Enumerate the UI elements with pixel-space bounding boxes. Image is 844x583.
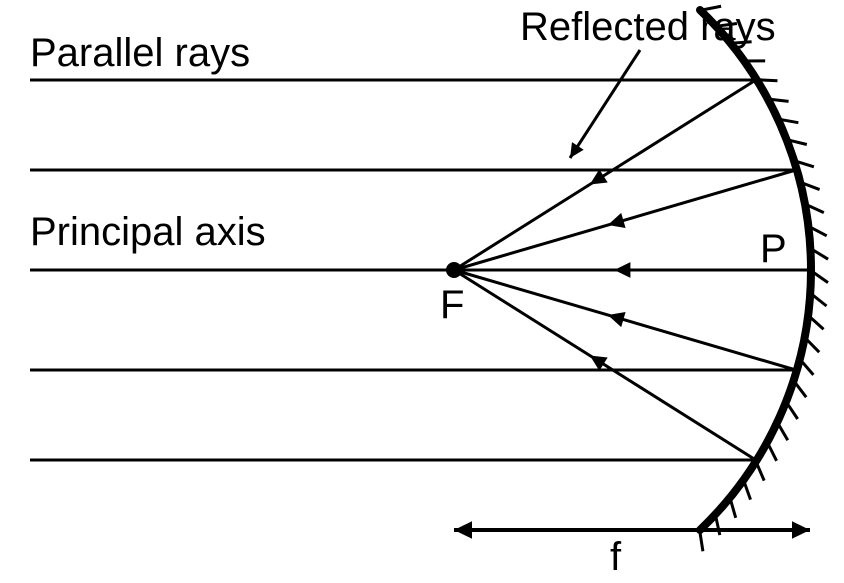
diagram-stroke: [454, 270, 756, 460]
diagram-stroke: [454, 270, 796, 370]
diagram-stroke: [570, 142, 584, 158]
label-principal-axis: Principal axis: [30, 210, 266, 254]
label-F: F: [440, 283, 464, 327]
diagram-stroke: [614, 262, 630, 278]
label-f: f: [610, 535, 622, 579]
label-P: P: [760, 227, 787, 271]
label-reflected-rays: Reflected rays: [520, 5, 776, 49]
focus-point: [446, 262, 462, 278]
label-parallel-rays: Parallel rays: [30, 31, 250, 75]
diagram-stroke: [756, 460, 765, 480]
diagram-stroke: [454, 170, 796, 270]
diagram-stroke: [792, 521, 810, 538]
diagram-stroke: [570, 50, 640, 158]
diagram-stroke: [590, 169, 608, 184]
diagram-stroke: [454, 80, 756, 270]
diagram-stroke: [777, 421, 788, 440]
diagram-stroke: [590, 356, 608, 371]
diagram-stroke: [454, 521, 472, 538]
diagram-stroke: [767, 441, 777, 461]
diagram-stroke: [756, 80, 778, 81]
diagram-stroke: [785, 401, 797, 419]
